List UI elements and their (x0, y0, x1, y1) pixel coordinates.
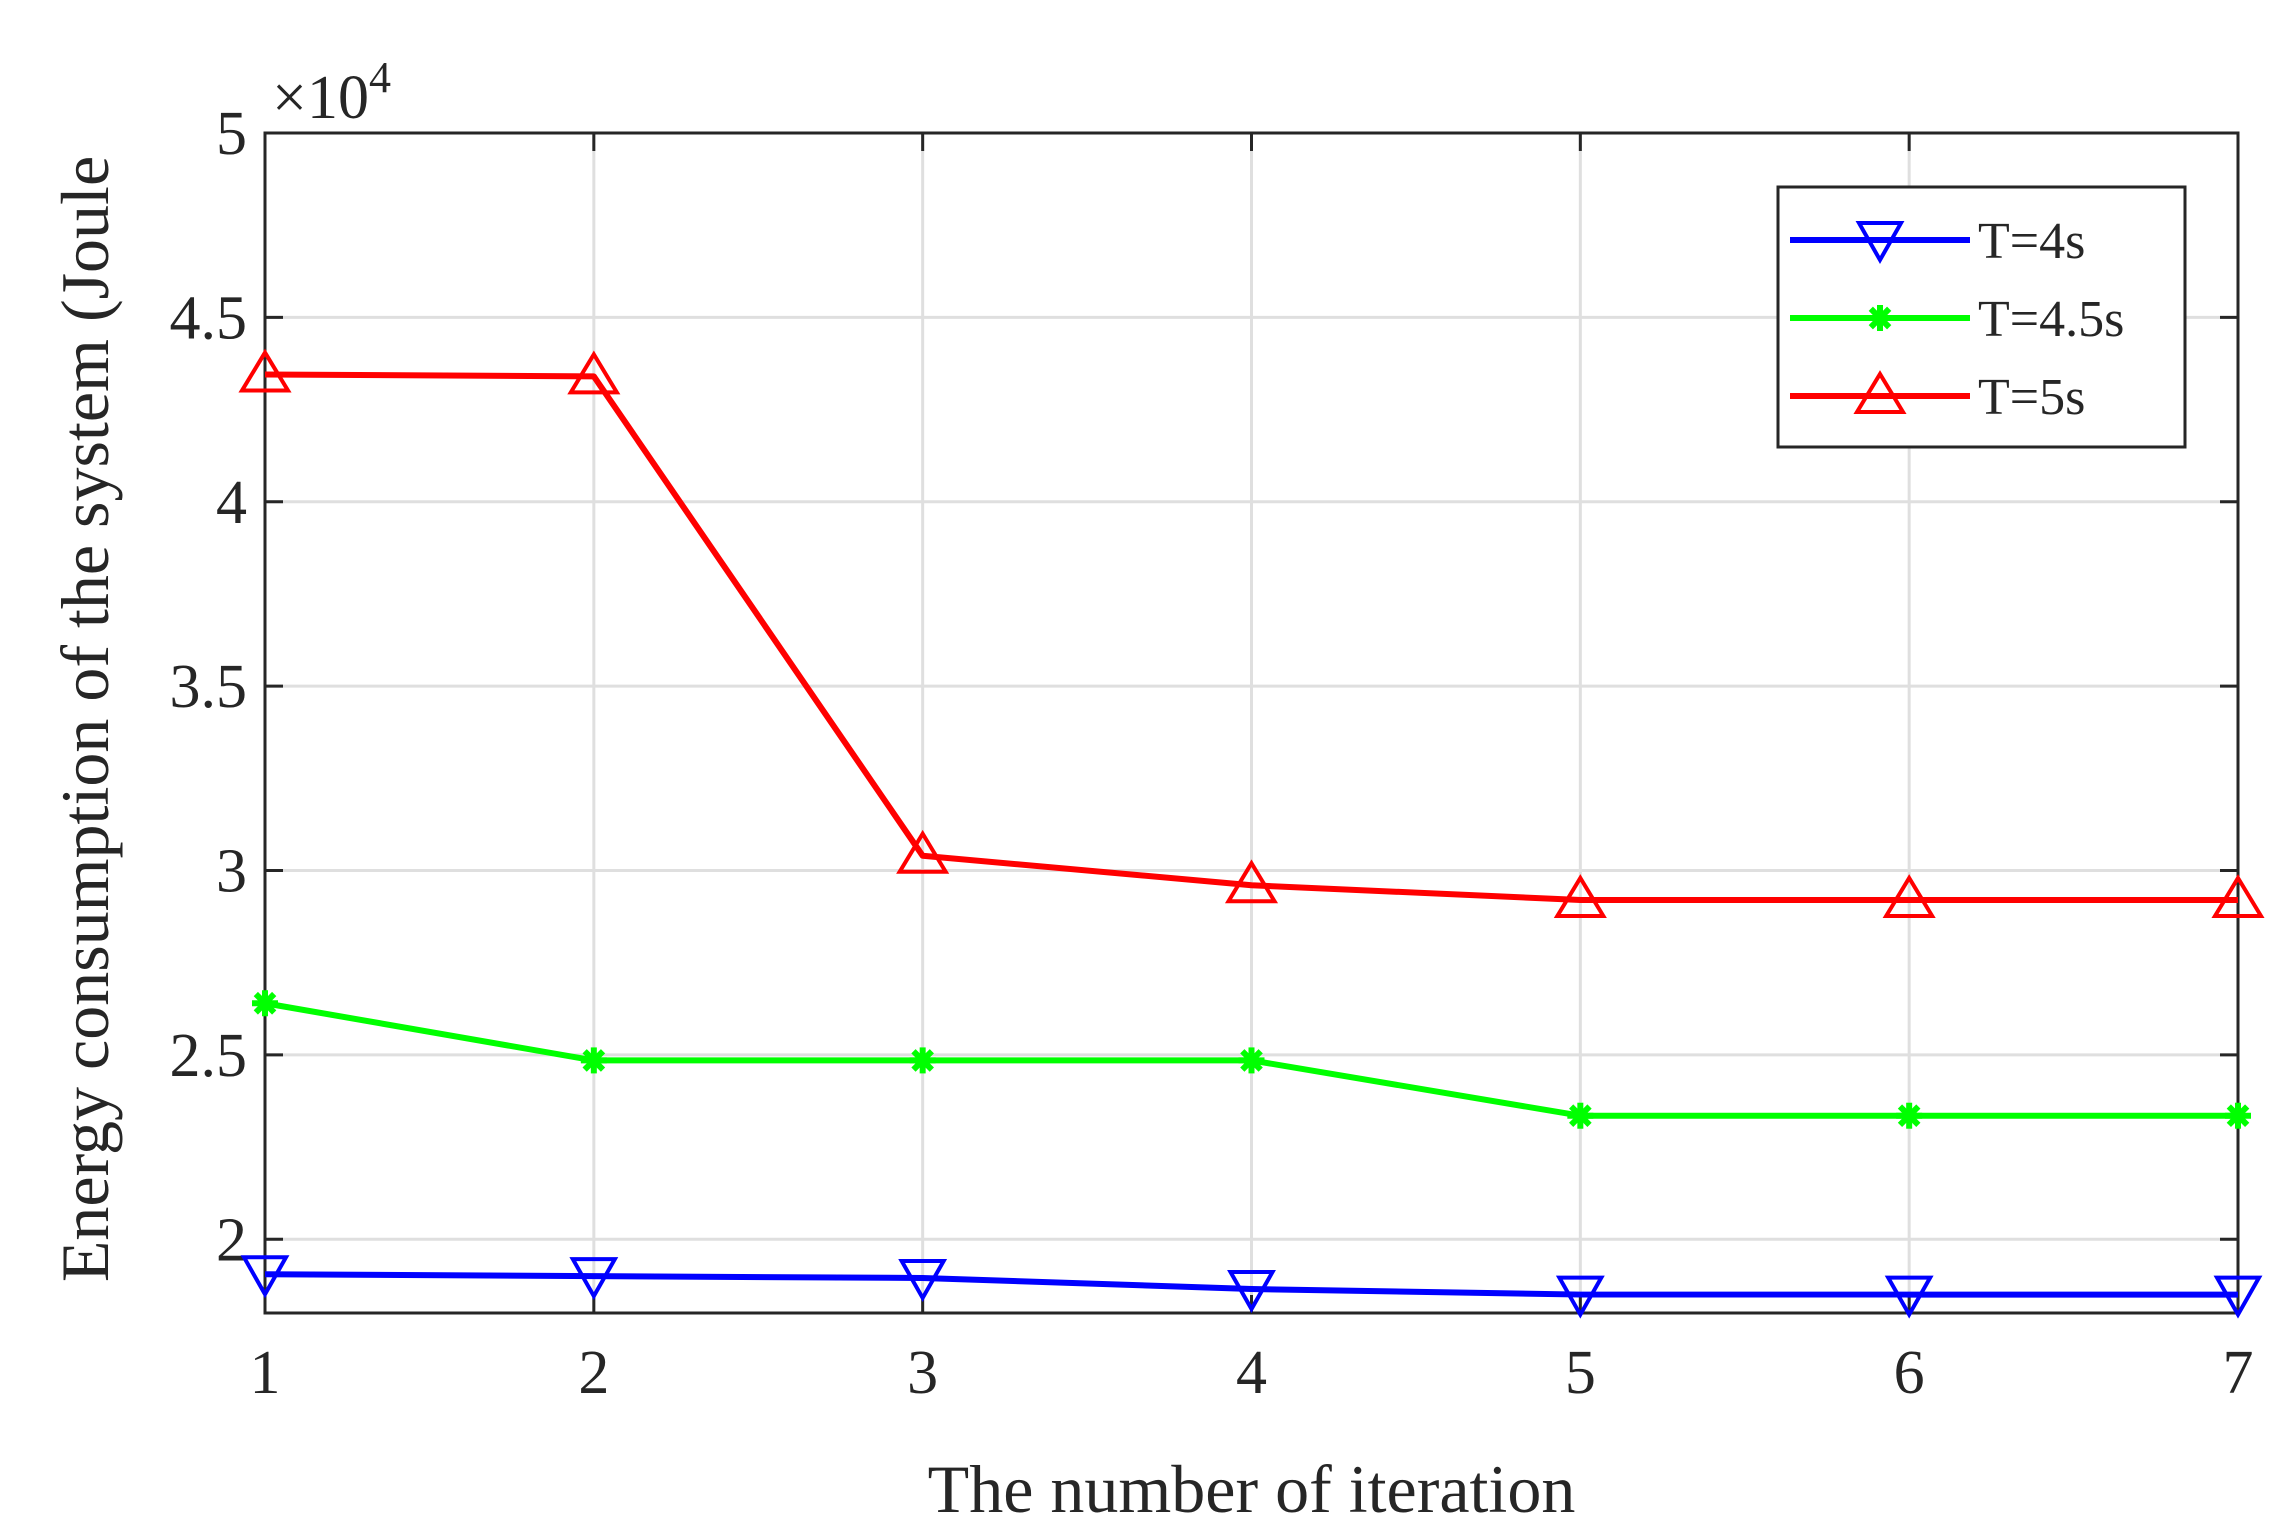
y-tick-label: 2.5 (170, 1022, 248, 1090)
data-series (238, 348, 2265, 1319)
legend-marker (1853, 370, 1907, 414)
x-axis-label: The number of iteration (928, 1451, 1576, 1527)
axis-ticks: 1 2 3 4 5 6 722.533.544.55 (170, 100, 2254, 1407)
data-point-t-5s (567, 350, 621, 395)
series-t-4-5s (252, 990, 2251, 1129)
legend: T=4s T=4.5s T=5s (1776, 185, 2187, 449)
x-tick-label: 5 (1565, 1339, 1596, 1407)
series-t-4s (240, 1255, 2263, 1319)
data-point-t-4-5s (909, 1047, 936, 1074)
y-tick-label: 5 (216, 100, 247, 168)
data-point-t-4-5s (580, 1047, 607, 1074)
x-tick-label: 2 (578, 1339, 609, 1407)
series-line-t-4s (264, 1271, 2238, 1298)
legend-label: T=5s (1978, 369, 2085, 426)
data-point-t-4s (2213, 1275, 2263, 1319)
data-point-t-4-5s (1896, 1102, 1923, 1129)
legend-marker (1867, 305, 1893, 331)
data-point-t-5s (1553, 874, 1607, 918)
legend-item-t-4s: T=4s (1790, 213, 2085, 270)
data-point-t-5s (896, 829, 950, 874)
data-point-t-4s (1227, 1270, 1276, 1314)
legend-marker (1855, 221, 1905, 265)
data-point-t-4-5s (1238, 1047, 1265, 1074)
x-tick-label: 3 (907, 1339, 938, 1407)
data-point-t-4s (240, 1255, 290, 1299)
data-point-t-4s (569, 1257, 619, 1301)
y-tick-label: 4.5 (170, 284, 248, 352)
data-point-t-4s (898, 1258, 948, 1303)
y-axis-label: Energy consumption of the system (Joule (47, 156, 123, 1282)
x-tick-label: 1 (250, 1339, 281, 1407)
x-tick-label: 4 (1236, 1339, 1267, 1407)
data-point-t-5s (2211, 874, 2265, 918)
data-point-t-4-5s (252, 990, 278, 1017)
legend-item-t-4-5s: T=4.5s (1790, 291, 2124, 348)
data-point-t-4s (1884, 1275, 1934, 1319)
data-point-t-4-5s (2225, 1102, 2251, 1129)
data-point-t-5s (1882, 874, 1936, 918)
data-point-t-4-5s (1567, 1102, 1594, 1129)
y-axis-exponent: ×104 (272, 53, 391, 132)
y-tick-label: 3 (216, 838, 247, 906)
x-tick-label: 7 (2223, 1339, 2254, 1407)
series-t-5s (238, 348, 2265, 918)
y-axis-exponent-base: ×10 (272, 64, 369, 132)
y-axis-exponent-power: 4 (369, 53, 391, 102)
x-tick-label: 6 (1894, 1339, 1925, 1407)
data-point-t-4s (1555, 1275, 1605, 1319)
data-point-t-5s (1224, 859, 1279, 904)
y-tick-label: 3.5 (170, 653, 248, 721)
legend-label: T=4.5s (1978, 291, 2124, 348)
y-tick-label: 4 (216, 469, 247, 537)
legend-label: T=4s (1978, 213, 2085, 270)
legend-item-t-5s: T=5s (1790, 369, 2085, 426)
series-line-t-5s (264, 371, 2238, 903)
data-point-t-5s (238, 348, 292, 393)
y-tick-label: 2 (216, 1206, 247, 1274)
